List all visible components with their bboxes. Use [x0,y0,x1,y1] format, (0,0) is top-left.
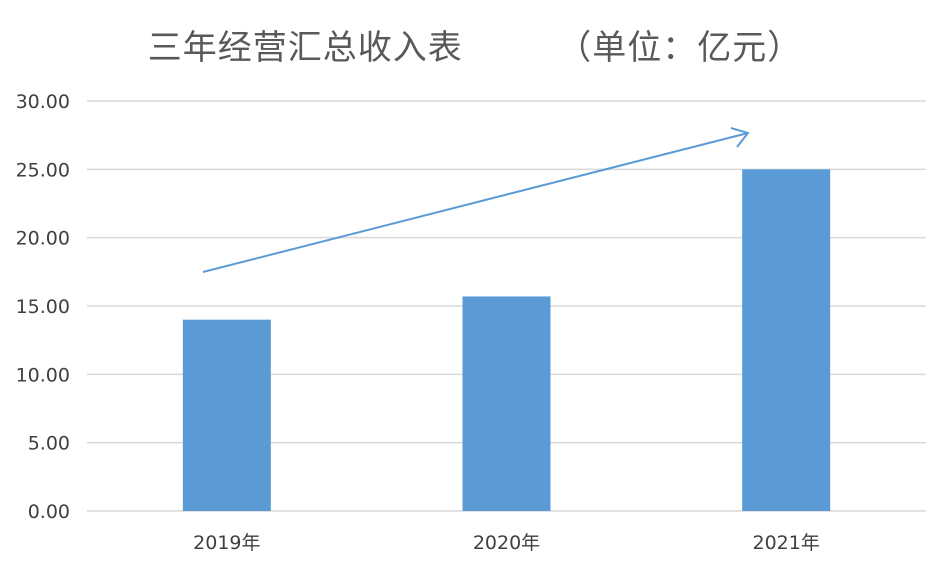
upward-trend-arrow-icon [202,132,749,273]
bar-0 [182,319,271,511]
x-tick-label: 2020年 [473,532,540,554]
bar-1 [462,296,551,511]
y-tick-label: 20.00 [16,228,70,250]
x-tick-label: 2019年 [193,532,260,554]
x-tick-label: 2021年 [752,532,819,554]
y-tick-label: 0.00 [28,501,70,523]
y-tick-label: 10.00 [16,364,70,386]
y-tick-label: 15.00 [16,296,70,318]
arrow-head-icon [730,127,750,148]
y-tick-label: 30.00 [16,91,70,113]
bar-2 [742,169,831,512]
y-tick-label: 5.00 [28,433,70,455]
y-tick-label: 25.00 [16,159,70,181]
chart-title: 三年经营汇总收入表 （单位：亿元） [147,28,803,68]
